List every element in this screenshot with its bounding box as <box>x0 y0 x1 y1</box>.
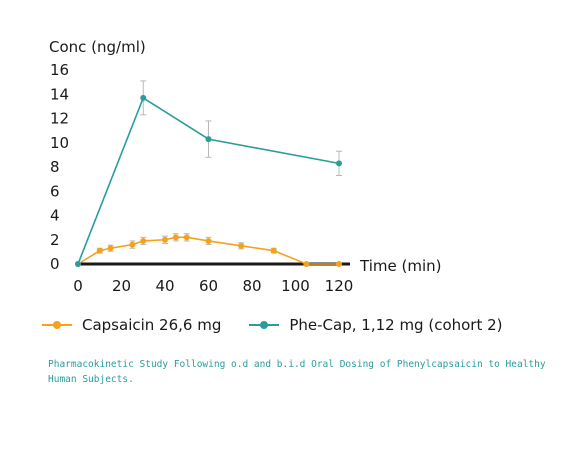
series-0-point-6 <box>172 234 179 241</box>
series-0-point-3 <box>129 241 136 248</box>
y-tick-label-1: 2 <box>50 231 60 249</box>
series-1-point-3 <box>336 160 342 167</box>
series-1-point-2 <box>205 136 212 143</box>
x-tick-label-4: 80 <box>242 277 261 295</box>
figure-caption: Pharmacokinetic Study Following o.d and … <box>48 359 546 385</box>
y-tick-label-0: 0 <box>50 255 60 273</box>
y-tick-label-3: 6 <box>50 182 60 200</box>
series-1 <box>75 80 342 267</box>
legend-item-phecap: Phe-Cap, 1,12 mg (cohort 2) <box>249 316 503 334</box>
series-0-point-9 <box>238 242 245 249</box>
series-0-point-11 <box>303 261 310 267</box>
chart-legend: Capsaicin 26,6 mg Phe-Cap, 1,12 mg (coho… <box>42 311 562 339</box>
y-tick-label-8: 16 <box>50 61 69 79</box>
x-tick-labels: 0 20 40 60 80 100 120 <box>73 277 353 295</box>
y-tick-label-6: 12 <box>50 110 69 128</box>
legend-label-capsaicin: Capsaicin 26,6 mg <box>82 316 222 334</box>
series-0 <box>75 233 342 267</box>
series-0-point-1 <box>96 247 103 254</box>
x-tick-label-3: 60 <box>199 277 218 295</box>
series-0-point-10 <box>270 247 277 254</box>
x-tick-label-1: 20 <box>112 277 131 295</box>
x-tick-label-5: 100 <box>281 277 310 295</box>
series-1-point-1 <box>140 94 147 101</box>
x-axis-label: Time (min) <box>359 257 441 275</box>
legend-swatch-phecap <box>249 321 280 329</box>
x-tick-label-2: 40 <box>155 277 174 295</box>
legend-swatch-capsaicin <box>42 321 72 329</box>
series-0-point-7 <box>183 234 190 241</box>
x-tick-label-0: 0 <box>73 277 83 295</box>
y-tick-label-4: 8 <box>50 158 60 176</box>
series-0-point-8 <box>205 237 212 244</box>
series-0-point-2 <box>107 245 114 252</box>
y-tick-label-7: 14 <box>50 85 69 103</box>
series-1-point-0 <box>75 261 81 267</box>
y-tick-label-5: 10 <box>50 134 69 152</box>
x-tick-label-6: 120 <box>325 277 354 295</box>
legend-item-capsaicin: Capsaicin 26,6 mg <box>42 316 221 334</box>
y-axis-label: Conc (ng/ml) <box>49 38 146 56</box>
legend-label-phecap: Phe-Cap, 1,12 mg (cohort 2) <box>289 316 503 334</box>
series-layer <box>75 80 342 267</box>
y-tick-label-2: 4 <box>50 207 60 225</box>
series-0-point-5 <box>162 236 168 243</box>
pk-line-chart: Conc (ng/ml) Time (min) 0 2 4 6 8 10 12 14 16 0 2… <box>49 38 441 295</box>
series-1-line <box>77 96 340 265</box>
y-tick-labels: 0 2 4 6 8 10 12 14 16 <box>50 61 69 273</box>
series-0-point-4 <box>140 237 147 244</box>
series-0-point-12 <box>336 261 342 267</box>
